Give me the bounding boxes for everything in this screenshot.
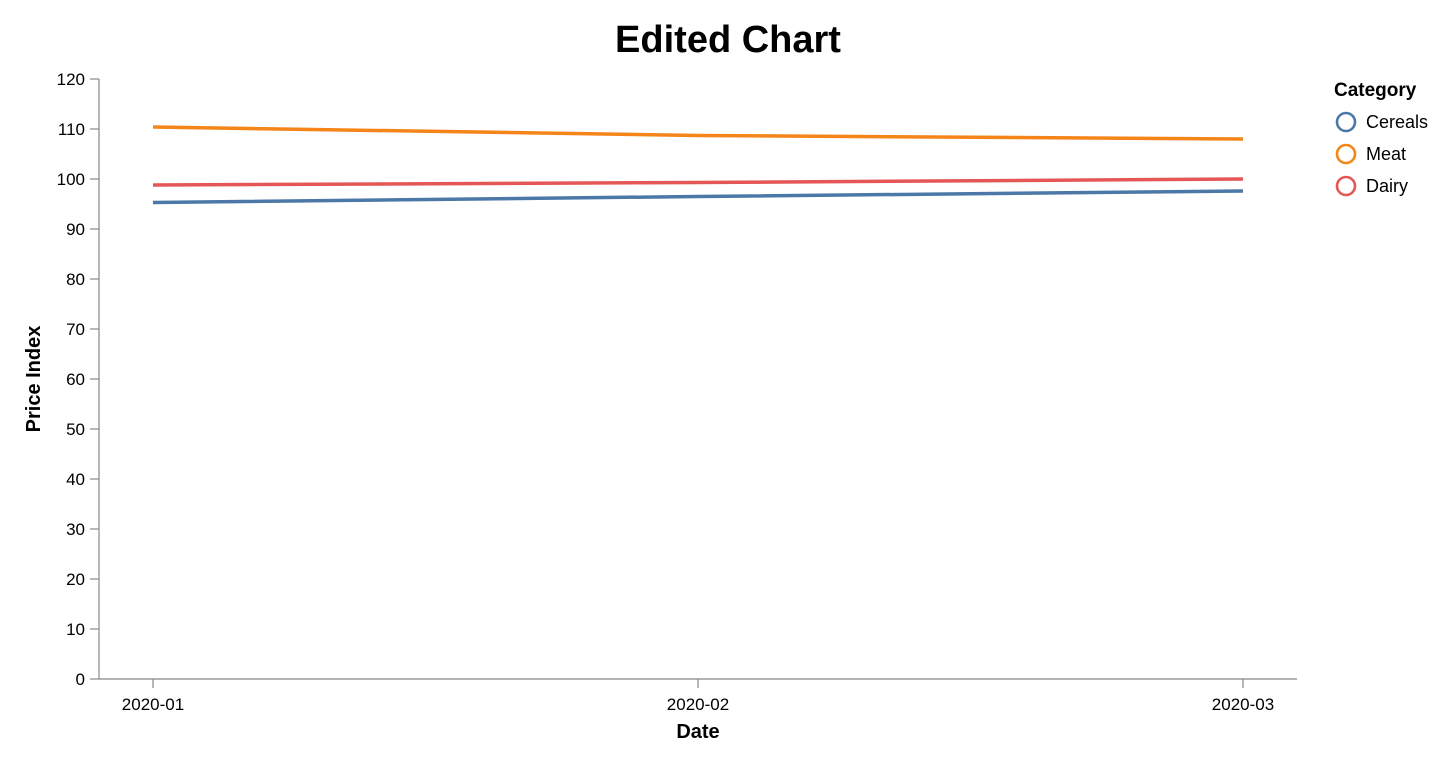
y-tick-label: 0 xyxy=(76,670,85,689)
series-line-dairy xyxy=(152,177,1244,187)
y-tick-label: 80 xyxy=(66,270,85,289)
series-line-meat xyxy=(152,125,1244,141)
y-axis: 0 10 20 30 40 50 60 70 80 90 100 110 120 xyxy=(57,70,100,689)
y-tick-label: 30 xyxy=(66,520,85,539)
y-tick-label: 50 xyxy=(66,420,85,439)
series-group xyxy=(152,125,1244,205)
x-axis-title: Date xyxy=(676,721,719,743)
y-tick-label: 20 xyxy=(66,570,85,589)
legend-title: Category xyxy=(1334,80,1417,101)
y-tick-label: 90 xyxy=(66,220,85,239)
legend: Category Cereals Meat Dairy xyxy=(1334,80,1428,197)
legend-label-dairy: Dairy xyxy=(1366,176,1408,196)
y-tick-label: 110 xyxy=(58,120,85,139)
y-tick-label: 120 xyxy=(57,70,85,89)
x-axis: 2020-01 2020-02 2020-03 xyxy=(99,678,1297,714)
legend-label-meat: Meat xyxy=(1366,144,1406,164)
y-tick-label: 60 xyxy=(66,370,85,389)
x-tick-label: 2020-03 xyxy=(1212,695,1274,714)
y-axis-title: Price Index xyxy=(23,326,45,433)
legend-symbol-cereals xyxy=(1335,111,1357,133)
y-tick-label: 40 xyxy=(66,470,85,489)
x-tick-label: 2020-02 xyxy=(667,695,729,714)
x-tick-label: 2020-01 xyxy=(122,695,184,714)
legend-symbol-dairy xyxy=(1335,175,1357,197)
legend-label-cereals: Cereals xyxy=(1366,112,1428,132)
chart-title: Edited Chart xyxy=(615,19,841,61)
y-tick-label: 100 xyxy=(57,170,85,189)
y-tick-label: 10 xyxy=(66,620,85,639)
legend-symbol-meat xyxy=(1335,143,1357,165)
series-line-cereals xyxy=(152,189,1244,205)
y-tick-label: 70 xyxy=(66,320,85,339)
